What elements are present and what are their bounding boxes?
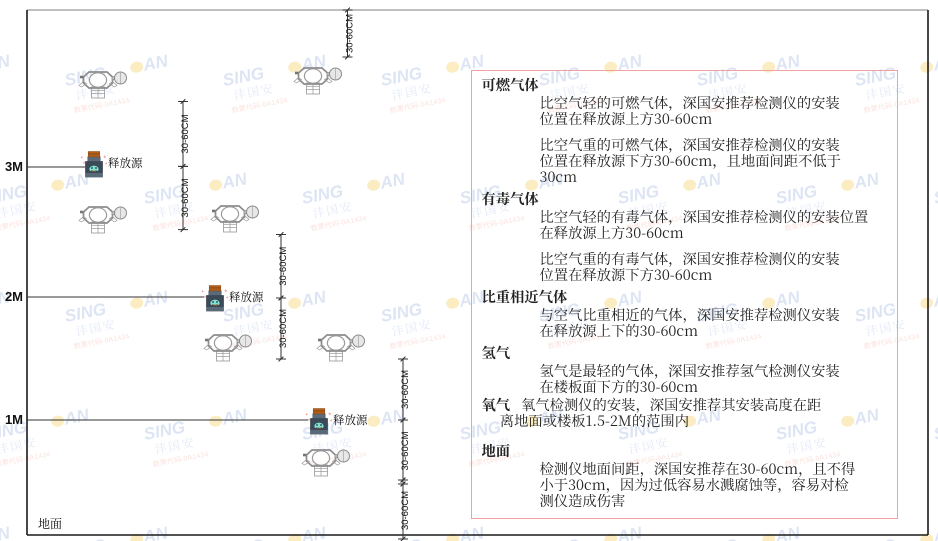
- svg-text:1M: 1M: [5, 412, 23, 427]
- svg-text:30-60CM: 30-60CM: [400, 491, 411, 530]
- svg-text:30-60CM: 30-60CM: [400, 431, 411, 470]
- svg-text:释放源: 释放源: [229, 289, 264, 305]
- svg-text:30-60CM: 30-60CM: [180, 114, 191, 153]
- svg-text:2M: 2M: [5, 289, 23, 304]
- svg-text:30-60CM: 30-60CM: [278, 309, 289, 348]
- svg-text:地面: 地面: [38, 515, 62, 532]
- svg-text:30-60CM: 30-60CM: [345, 14, 356, 53]
- svg-text:30-60CM: 30-60CM: [400, 370, 411, 409]
- svg-text:释放源: 释放源: [333, 412, 368, 428]
- svg-text:释放源: 释放源: [108, 155, 143, 171]
- svg-text:30-60CM: 30-60CM: [180, 178, 191, 217]
- svg-text:30-60CM: 30-60CM: [278, 247, 289, 286]
- svg-text:3M: 3M: [5, 159, 23, 174]
